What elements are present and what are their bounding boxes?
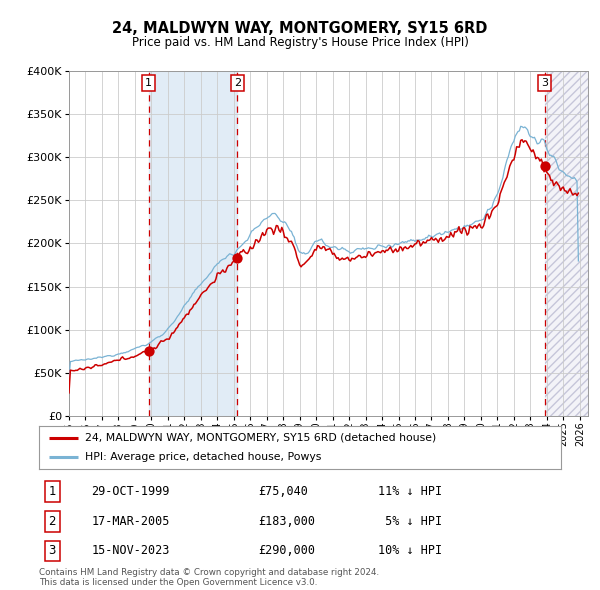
Text: 3: 3 xyxy=(49,545,56,558)
Text: 24, MALDWYN WAY, MONTGOMERY, SY15 6RD (detached house): 24, MALDWYN WAY, MONTGOMERY, SY15 6RD (d… xyxy=(85,432,436,442)
Text: 11% ↓ HPI: 11% ↓ HPI xyxy=(379,485,442,498)
Text: £75,040: £75,040 xyxy=(258,485,308,498)
Text: Price paid vs. HM Land Registry's House Price Index (HPI): Price paid vs. HM Land Registry's House … xyxy=(131,36,469,49)
Text: 15-NOV-2023: 15-NOV-2023 xyxy=(91,545,170,558)
Text: 2: 2 xyxy=(233,78,241,88)
Bar xyxy=(149,71,237,416)
Text: £183,000: £183,000 xyxy=(258,515,315,528)
Text: 17-MAR-2005: 17-MAR-2005 xyxy=(91,515,170,528)
Text: 10% ↓ HPI: 10% ↓ HPI xyxy=(379,545,442,558)
Text: 24, MALDWYN WAY, MONTGOMERY, SY15 6RD: 24, MALDWYN WAY, MONTGOMERY, SY15 6RD xyxy=(112,21,488,36)
Text: 5% ↓ HPI: 5% ↓ HPI xyxy=(379,515,442,528)
Bar xyxy=(545,71,588,416)
Text: £290,000: £290,000 xyxy=(258,545,315,558)
Text: 1: 1 xyxy=(145,78,152,88)
Point xyxy=(144,346,154,356)
Point xyxy=(232,253,242,263)
Bar xyxy=(545,71,588,416)
Text: 2: 2 xyxy=(48,515,56,528)
Text: 29-OCT-1999: 29-OCT-1999 xyxy=(91,485,170,498)
Point xyxy=(540,161,550,171)
Text: Contains HM Land Registry data © Crown copyright and database right 2024.
This d: Contains HM Land Registry data © Crown c… xyxy=(39,568,379,587)
Text: 3: 3 xyxy=(541,78,548,88)
Text: 1: 1 xyxy=(48,485,56,498)
Text: HPI: Average price, detached house, Powys: HPI: Average price, detached house, Powy… xyxy=(85,453,322,463)
